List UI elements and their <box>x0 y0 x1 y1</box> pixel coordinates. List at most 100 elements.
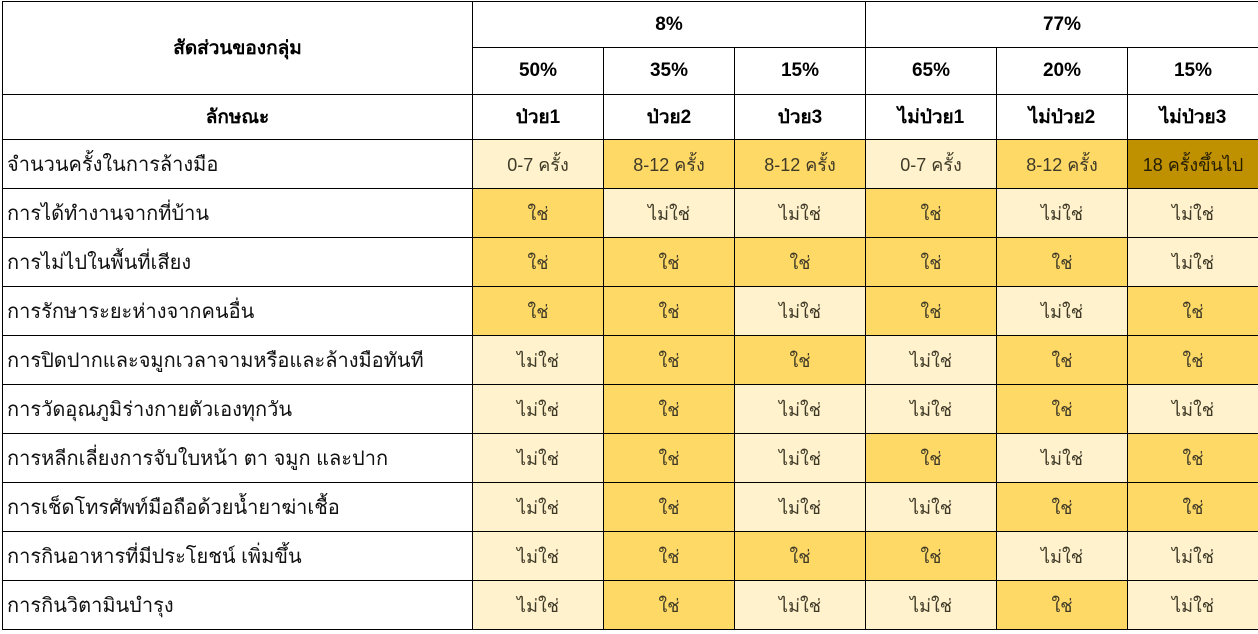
table-row: การไม่ไปในพื้นที่เสียง ใช่ ใช่ ใช่ ใช่ ใ… <box>3 238 1258 287</box>
sub-share-cell: 15% <box>1128 48 1258 95</box>
value-cell: ใช่ <box>1128 287 1258 336</box>
sub-share-cell: 65% <box>866 48 997 95</box>
table-row: การกินอาหารที่มีประโยชน์ เพิ่มขึ้น ไม่ใช… <box>3 532 1258 581</box>
row-label-cell: การหลีกเลี่ยงการจับใบหน้า ตา จมูก และปาก <box>3 434 473 483</box>
row-label-cell: การรักษาระยะห่างจากคนอื่น <box>3 287 473 336</box>
table-row: การกินวิตามินบำรุง ไม่ใช่ ใช่ ไม่ใช่ ไม่… <box>3 581 1258 630</box>
column-header-cell: ป่วย1 <box>473 95 604 140</box>
row-header-title-cell: ลักษณะ <box>3 95 473 140</box>
value-cell: ใช่ <box>997 385 1128 434</box>
value-cell: ไม่ใช่ <box>735 483 866 532</box>
sub-share-cell: 20% <box>997 48 1128 95</box>
value-cell: ไม่ใช่ <box>866 581 997 630</box>
value-cell: ไม่ใช่ <box>604 189 735 238</box>
value-cell: ไม่ใช่ <box>735 385 866 434</box>
value-cell: ใช่ <box>997 238 1128 287</box>
column-header-cell: ป่วย2 <box>604 95 735 140</box>
value-cell: ไม่ใช่ <box>735 189 866 238</box>
row-label-cell: จำนวนครั้งในการล้างมือ <box>3 140 473 189</box>
value-cell: ไม่ใช่ <box>997 532 1128 581</box>
group-share-cell: 77% <box>866 2 1258 48</box>
row-label-cell: การกินวิตามินบำรุง <box>3 581 473 630</box>
row-label-cell: การปิดปากและจมูกเวลาจามหรือและล้างมือทัน… <box>3 336 473 385</box>
value-cell: ใช่ <box>866 287 997 336</box>
value-cell: ใช่ <box>604 336 735 385</box>
value-cell: 8-12 ครั้ง <box>735 140 866 189</box>
value-cell: ไม่ใช่ <box>735 434 866 483</box>
column-header-cell: ป่วย3 <box>735 95 866 140</box>
column-header-cell: ไม่ป่วย2 <box>997 95 1128 140</box>
value-cell: ไม่ใช่ <box>473 434 604 483</box>
value-cell: 0-7 ครั้ง <box>866 140 997 189</box>
value-cell: ไม่ใช่ <box>1128 532 1258 581</box>
header-row-group-share: สัดส่วนของกลุ่ม 8% 77% <box>3 2 1258 48</box>
table-row: การวัดอุณภูมิร่างกายตัวเองทุกวัน ไม่ใช่ … <box>3 385 1258 434</box>
corner-header-cell: สัดส่วนของกลุ่ม <box>3 2 473 95</box>
sub-share-cell: 35% <box>604 48 735 95</box>
value-cell: ใช่ <box>604 238 735 287</box>
value-cell: 8-12 ครั้ง <box>604 140 735 189</box>
row-label-cell: การวัดอุณภูมิร่างกายตัวเองทุกวัน <box>3 385 473 434</box>
row-label-cell: การได้ทำงานจากที่บ้าน <box>3 189 473 238</box>
group-share-cell: 8% <box>473 2 866 48</box>
value-cell: ไม่ใช่ <box>866 336 997 385</box>
row-label-cell: การไม่ไปในพื้นที่เสียง <box>3 238 473 287</box>
value-cell: ใช่ <box>473 189 604 238</box>
value-cell: ใช่ <box>1128 336 1258 385</box>
row-label-cell: การเช็ดโทรศัพท์มือถือด้วยน้ำยาฆ่าเชื้อ <box>3 483 473 532</box>
value-cell: ใช่ <box>604 287 735 336</box>
sub-share-cell: 50% <box>473 48 604 95</box>
value-cell: ใช่ <box>866 434 997 483</box>
value-cell: ไม่ใช่ <box>1128 581 1258 630</box>
value-cell: ใช่ <box>735 336 866 385</box>
column-header-cell: ไม่ป่วย1 <box>866 95 997 140</box>
value-cell: ไม่ใช่ <box>473 336 604 385</box>
value-cell: ใช่ <box>604 532 735 581</box>
value-cell: ไม่ใช่ <box>1128 189 1258 238</box>
value-cell: ไม่ใช่ <box>473 385 604 434</box>
value-cell: ไม่ใช่ <box>473 581 604 630</box>
value-cell: ใช่ <box>866 238 997 287</box>
value-cell: ใช่ <box>604 434 735 483</box>
column-header-cell: ไม่ป่วย3 <box>1128 95 1258 140</box>
value-cell: ไม่ใช่ <box>997 189 1128 238</box>
value-cell: ใช่ <box>735 532 866 581</box>
value-cell: ไม่ใช่ <box>866 385 997 434</box>
value-cell: ไม่ใช่ <box>735 581 866 630</box>
table-row: การเช็ดโทรศัพท์มือถือด้วยน้ำยาฆ่าเชื้อ ไ… <box>3 483 1258 532</box>
value-cell: ใช่ <box>735 238 866 287</box>
value-cell: ไม่ใช่ <box>997 434 1128 483</box>
table-row: การได้ทำงานจากที่บ้าน ใช่ ไม่ใช่ ไม่ใช่ … <box>3 189 1258 238</box>
table-row: การปิดปากและจมูกเวลาจามหรือและล้างมือทัน… <box>3 336 1258 385</box>
value-cell: ใช่ <box>1128 434 1258 483</box>
table-row: การหลีกเลี่ยงการจับใบหน้า ตา จมูก และปาก… <box>3 434 1258 483</box>
value-cell: ไม่ใช่ <box>997 287 1128 336</box>
value-cell: ไม่ใช่ <box>473 532 604 581</box>
value-cell: ใช่ <box>604 581 735 630</box>
value-cell: ใช่ <box>1128 483 1258 532</box>
value-cell: 18 ครั้งขึ้นไป <box>1128 140 1258 189</box>
table-row: จำนวนครั้งในการล้างมือ 0-7 ครั้ง 8-12 คร… <box>3 140 1258 189</box>
value-cell: ใช่ <box>997 581 1128 630</box>
value-cell: ใช่ <box>866 189 997 238</box>
sub-share-cell: 15% <box>735 48 866 95</box>
value-cell: ไม่ใช่ <box>866 483 997 532</box>
value-cell: 0-7 ครั้ง <box>473 140 604 189</box>
table-row: การรักษาระยะห่างจากคนอื่น ใช่ ใช่ ไม่ใช่… <box>3 287 1258 336</box>
value-cell: ไม่ใช่ <box>735 287 866 336</box>
value-cell: ใช่ <box>997 336 1128 385</box>
row-label-cell: การกินอาหารที่มีประโยชน์ เพิ่มขึ้น <box>3 532 473 581</box>
value-cell: ไม่ใช่ <box>1128 385 1258 434</box>
value-cell: ใช่ <box>473 238 604 287</box>
value-cell: ไม่ใช่ <box>1128 238 1258 287</box>
header-row-columns: ลักษณะ ป่วย1 ป่วย2 ป่วย3 ไม่ป่วย1 ไม่ป่ว… <box>3 95 1258 140</box>
value-cell: ใช่ <box>997 483 1128 532</box>
value-cell: ใช่ <box>604 483 735 532</box>
value-cell: ใช่ <box>473 287 604 336</box>
value-cell: ใช่ <box>604 385 735 434</box>
value-cell: 8-12 ครั้ง <box>997 140 1128 189</box>
value-cell: ใช่ <box>866 532 997 581</box>
value-cell: ไม่ใช่ <box>473 483 604 532</box>
